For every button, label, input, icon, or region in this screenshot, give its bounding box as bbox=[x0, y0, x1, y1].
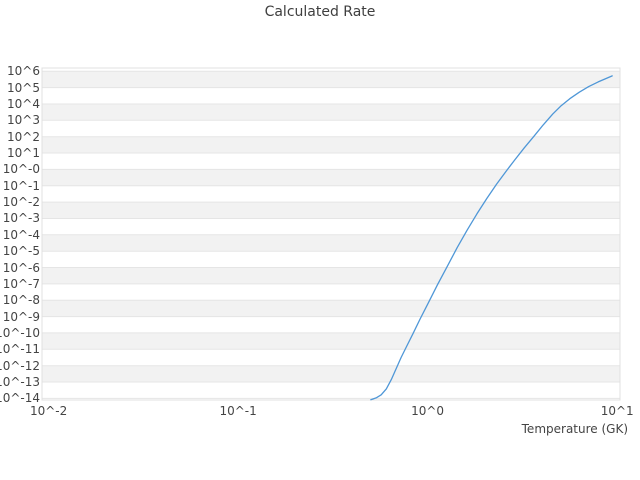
grid-band bbox=[42, 169, 620, 186]
y-tick-label: 10^-2 bbox=[2, 195, 40, 210]
y-tick-label: 10^-4 bbox=[2, 227, 40, 242]
y-tick-label: 10^-9 bbox=[2, 309, 40, 324]
y-tick-label: 10^-13 bbox=[0, 375, 40, 389]
y-tick-label: 10^-0 bbox=[2, 162, 40, 177]
y-tick-label: 10^-7 bbox=[2, 276, 40, 291]
calculated-rate-line bbox=[370, 75, 613, 401]
y-tick-label: 10^2 bbox=[7, 129, 40, 144]
grid-band bbox=[42, 71, 620, 88]
y-tick-label: 10^-11 bbox=[0, 342, 40, 357]
y-tick-label: 10^-10 bbox=[0, 325, 40, 340]
x-tick-label: 10^0 bbox=[411, 404, 445, 418]
x-tick-label: 10^1 bbox=[600, 404, 634, 418]
grid-band bbox=[42, 267, 620, 284]
y-tick-label: 10^-3 bbox=[2, 211, 40, 226]
y-tick-label: 10^3 bbox=[7, 113, 40, 128]
y-tick-label: 10^-14 bbox=[0, 391, 40, 406]
y-tick-label: 10^-1 bbox=[2, 178, 40, 193]
x-tick-label: 10^-1 bbox=[219, 404, 257, 418]
y-tick-label: 10^6 bbox=[7, 64, 40, 79]
y-tick-label: 10^1 bbox=[7, 146, 40, 161]
grid-band bbox=[42, 365, 620, 383]
grid-band bbox=[42, 332, 620, 350]
x-axis-title: Temperature (GK) bbox=[521, 422, 628, 436]
y-tick-label: 10^-5 bbox=[2, 244, 40, 259]
grid-band bbox=[42, 104, 620, 121]
grid-band bbox=[42, 234, 620, 252]
y-tick-label: 10^4 bbox=[7, 96, 40, 111]
grid-band bbox=[42, 136, 620, 154]
y-tick-label: 10^-6 bbox=[2, 260, 40, 275]
grid-band bbox=[42, 202, 620, 219]
y-tick-label: 10^5 bbox=[7, 80, 40, 95]
y-tick-label: 10^-12 bbox=[0, 358, 40, 373]
plot-border bbox=[41, 67, 621, 401]
grid-band bbox=[42, 300, 620, 317]
y-tick-label: 10^-8 bbox=[2, 293, 40, 308]
x-tick-label: 10^-2 bbox=[29, 404, 68, 418]
chart-title: Calculated Rate bbox=[264, 4, 376, 20]
